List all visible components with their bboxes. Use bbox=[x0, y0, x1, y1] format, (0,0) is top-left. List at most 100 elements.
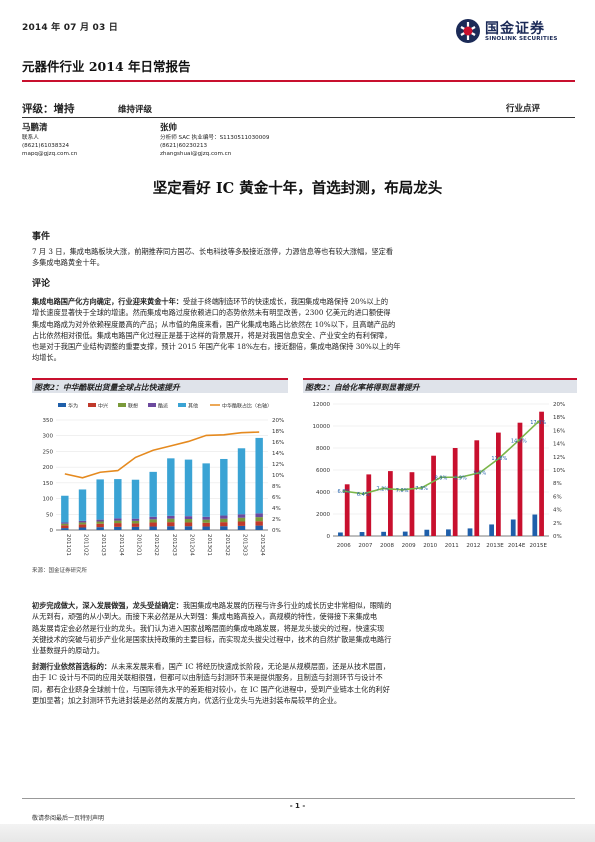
y2-tick-label: 14% bbox=[272, 451, 284, 457]
bar-demand bbox=[496, 432, 501, 536]
x-tick-label: 2011Q3 bbox=[100, 534, 106, 556]
logo-text-cn: 国金证券 bbox=[485, 21, 545, 37]
y2-tick-label: 20% bbox=[272, 418, 284, 424]
y2-tick-label: 8% bbox=[553, 481, 562, 487]
y-tick-label: 350 bbox=[43, 418, 54, 424]
data-label: 7.3% bbox=[415, 486, 428, 492]
bar-segment bbox=[237, 525, 246, 530]
data-label: 7.0% bbox=[396, 488, 409, 494]
chart-self-sufficiency: 0 2000 4000 6000 8000 10000 12000 0% 2% 4% 6% 8% 10%… bbox=[313, 402, 566, 549]
text-line: 均增长。 bbox=[32, 353, 61, 363]
logo-text-en: SINOLINK SECURITIES bbox=[485, 36, 558, 42]
x-tick-label: 2011Q2 bbox=[83, 534, 89, 556]
y2-tick-label: 16% bbox=[272, 440, 284, 446]
text-line: 集成电路成为对外依赖程度最高的产品；从市值的角度来看，国产化集成电路占比依然在 … bbox=[32, 319, 396, 329]
bar-demand bbox=[452, 448, 458, 536]
bar-segment bbox=[96, 479, 104, 520]
logo-mark-icon bbox=[456, 19, 480, 43]
y-tick-label: 2000 bbox=[316, 512, 330, 518]
rating-rule bbox=[22, 117, 575, 118]
text-line: 路发展肯定会必然是行业的龙头。我们认为进入国家战略层面的集成电路发展，将是龙头拔… bbox=[32, 623, 385, 633]
legend-label: 其他 bbox=[188, 403, 198, 410]
bar-domestic bbox=[467, 528, 473, 536]
legend-label: 酷派 bbox=[158, 403, 168, 410]
x-tick-label: 2007 bbox=[358, 543, 372, 549]
x-tick-label: 2011Q1 bbox=[65, 534, 71, 556]
text-line: 我国集成电路发展的历程与许多行业的成长历史非常相似，眼睛的 bbox=[182, 601, 392, 610]
section-title-comment: 评论 bbox=[32, 279, 51, 289]
bar-segment bbox=[220, 522, 228, 527]
bar-segment bbox=[202, 526, 210, 530]
legend-swatch bbox=[88, 403, 96, 407]
y2-tick-label: 16% bbox=[553, 428, 565, 434]
bar-segment bbox=[167, 522, 175, 527]
y-tick-label: 0 bbox=[327, 534, 331, 540]
bar-domestic bbox=[510, 519, 516, 536]
bar-segment bbox=[78, 520, 87, 523]
analyst-email[interactable]: mapq@gjzq.com.cn bbox=[22, 151, 78, 157]
y2-tick-label: 20% bbox=[553, 402, 565, 408]
y-tick-label: 250 bbox=[43, 449, 54, 455]
bar-segment bbox=[131, 479, 140, 519]
x-tick-label: 2011Q4 bbox=[118, 534, 124, 556]
bar-segment bbox=[149, 516, 157, 520]
x-tick-label: 2012Q3 bbox=[171, 534, 177, 556]
header-rule bbox=[22, 80, 575, 82]
bar-segment bbox=[167, 518, 175, 523]
bar-segment bbox=[167, 526, 175, 530]
bar-segment bbox=[61, 528, 69, 530]
data-label: 14.5% bbox=[511, 438, 527, 444]
bar-segment bbox=[167, 458, 175, 516]
chart-shipment-share: 华为 中兴 联想 酷派 其他 中华酷联占比（右轴） 0 50 100 150 200 250 300 35… bbox=[43, 403, 285, 557]
bar-segment bbox=[202, 463, 210, 517]
bar-segment bbox=[131, 526, 140, 530]
bar-segment bbox=[184, 522, 193, 527]
bar-segment bbox=[149, 522, 157, 527]
text-line: 多集成电路黄金十年。 bbox=[32, 258, 104, 268]
bar-segment bbox=[114, 526, 122, 530]
figure-title: 图表2：自给化率将得到显著提升 bbox=[305, 383, 420, 392]
x-tick-label: 2013Q1 bbox=[206, 534, 212, 556]
x-tick-label: 2011 bbox=[445, 543, 459, 549]
ratio-point bbox=[478, 471, 482, 474]
bar-segment bbox=[184, 519, 193, 523]
bar-domestic bbox=[424, 529, 430, 536]
analyst-email[interactable]: zhangshuai@gjzq.com.cn bbox=[160, 151, 232, 157]
bar-segment bbox=[237, 514, 246, 518]
legend-label: 中兴 bbox=[98, 403, 108, 410]
data-label: 6.8% bbox=[337, 489, 350, 495]
text-line: 关键技术的突破与初步产业化是国家扶持政策的主要目标，而实现龙头拔尖过程中，技术的… bbox=[32, 634, 392, 644]
x-tick-label: 2009 bbox=[402, 543, 416, 549]
ratio-point bbox=[459, 475, 462, 479]
y-tick-label: 200 bbox=[43, 465, 54, 471]
figure-title: 图表2：中华酷联出货量全球占比快速提升 bbox=[34, 383, 180, 392]
footer-rule bbox=[22, 798, 575, 799]
company-logo: 国金证券 SINOLINK SECURITIES bbox=[455, 18, 580, 48]
bar-segment bbox=[220, 518, 228, 523]
figure-title-bar: 图表2：自给化率将得到显著提升 bbox=[303, 378, 577, 393]
bar-segment bbox=[131, 518, 140, 521]
data-label: 11.8% bbox=[491, 456, 507, 462]
bar-domestic bbox=[381, 531, 386, 536]
bar-segment bbox=[184, 526, 193, 530]
y2-tick-label: 8% bbox=[272, 484, 281, 490]
paragraph-development: 初步完成做大，深入发展做强，龙头受益确定：我国集成电路发展的历程与许多行业的成长… bbox=[32, 600, 578, 656]
x-tick-label: 2012Q1 bbox=[136, 534, 142, 556]
legend-swatch bbox=[118, 403, 126, 407]
analyst-name: 马鹏清 bbox=[22, 123, 48, 133]
bar-demand bbox=[366, 474, 372, 536]
bar-domestic bbox=[532, 514, 538, 536]
bar-segment bbox=[184, 516, 193, 519]
text-line: 也是对于我国产业结构调整的重要支撑，预计 2015 年国产化率 18%左右，接近… bbox=[32, 342, 401, 352]
x-tick-label: 2008 bbox=[380, 543, 394, 549]
x-tick-label: 2014E bbox=[508, 543, 526, 549]
footer-decoration bbox=[0, 824, 595, 842]
y-tick-label: 8000 bbox=[316, 446, 330, 452]
bar-segment bbox=[149, 526, 157, 530]
x-tick-label: 2010 bbox=[423, 543, 437, 549]
x-tick-label: 2012Q4 bbox=[189, 534, 195, 556]
data-label: 8.9% bbox=[454, 475, 467, 481]
text-line: 由于 IC 设计与不同的应用关联相很强，但都可以由制造与封测环节来是提供服务，且… bbox=[32, 673, 383, 683]
page-number: - 1 - bbox=[289, 802, 306, 810]
data-label: 9.6% bbox=[474, 471, 487, 477]
